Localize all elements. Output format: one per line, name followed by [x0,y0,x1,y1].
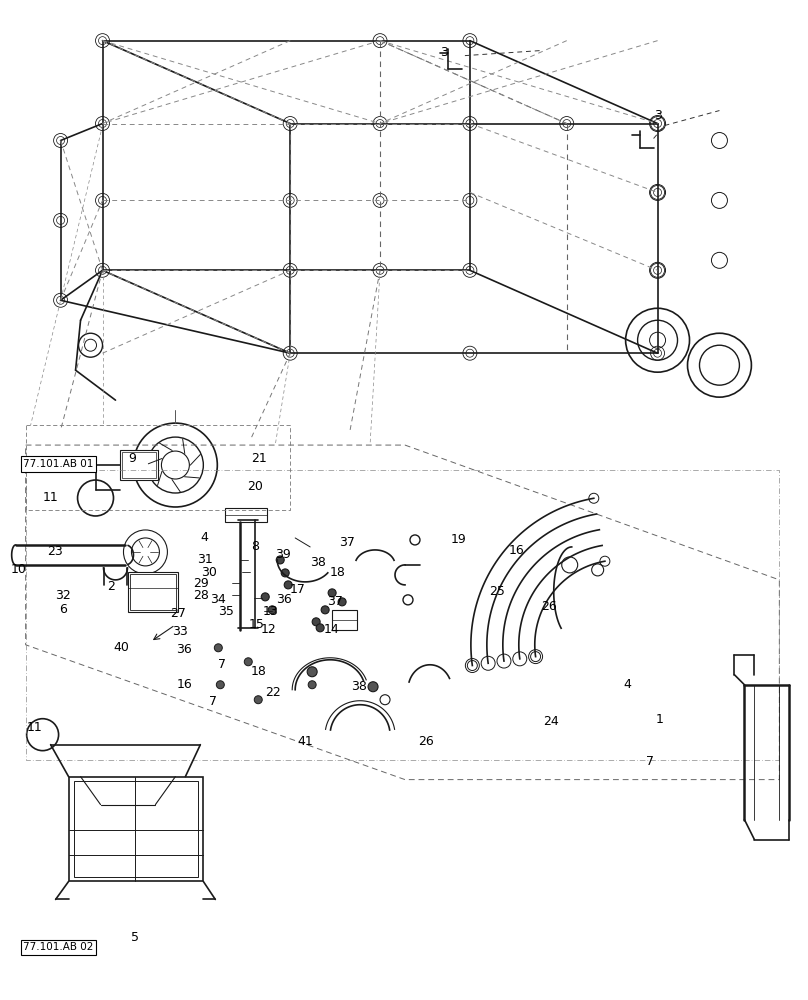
Circle shape [368,682,378,692]
Circle shape [217,681,225,689]
Text: 77.101.AB 02: 77.101.AB 02 [23,942,94,952]
Text: 34: 34 [210,593,226,606]
Text: 18: 18 [250,665,267,678]
Text: 4: 4 [624,678,631,691]
Text: 32: 32 [56,589,71,602]
Text: 14: 14 [323,623,339,636]
Circle shape [328,589,336,597]
Text: 41: 41 [297,735,314,748]
Circle shape [284,581,292,589]
Text: 1: 1 [655,713,663,726]
Text: 16: 16 [509,544,524,557]
Text: 26: 26 [541,600,557,613]
Text: 38: 38 [309,556,326,569]
Text: 7: 7 [646,755,654,768]
Circle shape [316,624,324,632]
Text: 10: 10 [11,563,26,576]
Text: 20: 20 [246,480,263,493]
Text: 17: 17 [289,583,305,596]
Circle shape [268,606,276,614]
Text: 23: 23 [48,545,63,558]
Text: 35: 35 [218,605,234,618]
Text: 31: 31 [196,553,213,566]
Text: 3: 3 [654,109,662,122]
Bar [130,574,176,610]
Text: 24: 24 [543,715,558,728]
Circle shape [338,598,346,606]
Circle shape [308,681,316,689]
Text: 77.101.AB 01: 77.101.AB 01 [23,459,94,469]
Circle shape [312,618,320,626]
Text: 8: 8 [250,540,259,553]
Text: 36: 36 [176,643,192,656]
Text: 7: 7 [218,658,226,671]
Text: 37: 37 [339,536,356,549]
Text: 16: 16 [176,678,192,691]
Text: 22: 22 [265,686,281,699]
Text: 36: 36 [276,593,292,606]
Circle shape [276,556,284,564]
Bar [332,610,357,630]
Circle shape [244,658,252,666]
Bar [225,508,267,522]
Circle shape [307,667,318,677]
Bar [69,777,204,881]
Text: 26: 26 [419,735,434,748]
Bar [128,572,179,612]
Text: 6: 6 [59,603,66,616]
Text: 7: 7 [208,695,217,708]
Text: 21: 21 [250,452,267,465]
Bar [123,452,157,478]
Text: 28: 28 [192,589,208,602]
Text: 29: 29 [192,577,208,590]
Text: 12: 12 [260,623,276,636]
Text: 4: 4 [200,531,208,544]
Text: 15: 15 [249,618,265,631]
Circle shape [281,569,289,577]
Text: 18: 18 [330,566,346,579]
Text: 33: 33 [171,625,187,638]
Text: 3: 3 [440,46,448,59]
Text: 11: 11 [27,721,42,734]
Text: 30: 30 [200,566,217,579]
Circle shape [321,606,329,614]
Text: 11: 11 [43,491,58,504]
Text: 27: 27 [170,607,186,620]
Text: 2: 2 [107,580,115,593]
Text: 13: 13 [263,605,279,618]
Text: 38: 38 [351,680,368,693]
Bar [120,450,158,480]
Text: 39: 39 [275,548,291,561]
Text: 9: 9 [128,452,136,465]
Text: 5: 5 [132,931,139,944]
Text: 37: 37 [327,595,343,608]
Circle shape [214,644,222,652]
Circle shape [255,696,263,704]
Bar [74,781,198,877]
Text: 40: 40 [114,641,129,654]
Text: 25: 25 [489,585,504,598]
Text: 19: 19 [451,533,466,546]
Circle shape [261,593,269,601]
